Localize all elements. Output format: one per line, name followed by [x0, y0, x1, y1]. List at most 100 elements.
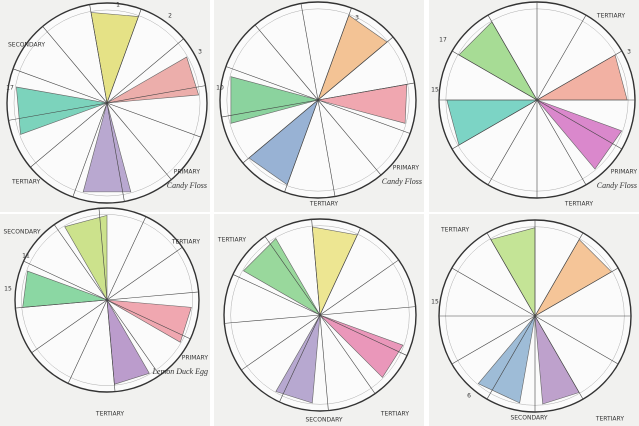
segment-line — [317, 99, 411, 134]
segment-line — [536, 99, 623, 150]
wheel-inner-ring — [13, 9, 201, 197]
segment-line — [319, 314, 376, 394]
segment-line — [106, 299, 191, 340]
segment-line — [30, 102, 108, 168]
segment-line — [319, 227, 361, 316]
segment-line — [106, 8, 142, 104]
segment-line — [311, 219, 321, 316]
segment-line — [15, 299, 108, 309]
wheel-label: TERTIARY — [595, 416, 625, 423]
wheel-label: 17 — [439, 37, 447, 44]
segment-line — [232, 274, 321, 316]
segment-line — [317, 99, 336, 197]
segment-line — [451, 315, 536, 365]
wheel-label: TERTIARY — [380, 411, 410, 418]
segment-line — [106, 291, 199, 301]
segment-line — [72, 102, 108, 198]
wheel-label: SECONDARY — [3, 229, 40, 236]
photo-panel: 11 15 SECONDARY TERTIARY PRIMARY Lemon Duck E… — [0, 207, 210, 426]
wheel-label: TERTIARY — [95, 411, 125, 418]
segment-line — [317, 36, 394, 101]
segment-line — [225, 66, 319, 101]
wheel-label: TERTIARY — [564, 201, 594, 208]
segment-line — [451, 50, 538, 101]
wheel-label: 3 — [198, 49, 202, 56]
segment-line — [23, 260, 108, 301]
segment-line — [534, 232, 584, 317]
segment-line — [451, 99, 538, 150]
wheel-label: Lemon Duck Egg — [151, 367, 208, 376]
segment-line — [317, 82, 415, 101]
segment-line — [8, 102, 108, 121]
wheel-label: 15 — [431, 299, 439, 306]
segment-line — [317, 7, 352, 101]
segment-line — [534, 315, 584, 400]
wheel-label: TERTIARY — [11, 179, 41, 186]
segment-line — [284, 99, 319, 193]
wheel-label: TERTIARY — [309, 201, 339, 208]
wheel-label: Candy Floss — [597, 181, 637, 190]
segment-line — [106, 102, 172, 180]
wheel-label: TERTIARY — [171, 239, 201, 246]
painted-wedge — [477, 314, 536, 404]
wheel-label: 15 — [4, 286, 12, 293]
segment-line — [106, 299, 161, 376]
photo-panel: 1 2 3 17 SECONDARY TERTIARY PRIMARY Candy Floss — [0, 0, 210, 212]
segment-line — [486, 232, 536, 317]
segment-line — [106, 38, 184, 104]
segment-line — [319, 314, 329, 411]
segment-line — [106, 246, 183, 301]
segment-line — [31, 299, 108, 354]
painted-wedge — [106, 56, 200, 104]
segment-line — [106, 299, 116, 392]
segment-line — [12, 68, 108, 104]
photo-panel: 17 3 15 TERTIARY PRIMARY Candy Floss TERTIARY — [429, 0, 639, 212]
segment-line — [106, 102, 202, 138]
wheel-label: 6 — [467, 393, 471, 400]
wheel-label: 10 — [216, 85, 224, 92]
painted-wedge — [243, 238, 321, 316]
segment-line — [279, 314, 321, 403]
wheel-label: 2 — [168, 13, 172, 20]
wheel-label: 17 — [6, 85, 14, 92]
wheel-label: TERTIARY — [440, 227, 470, 234]
segment-line — [254, 24, 319, 101]
segment-line — [106, 216, 147, 301]
wheel-label: PRIMARY — [174, 169, 201, 176]
wheel-inner-ring — [226, 8, 410, 192]
segment-line — [319, 314, 408, 356]
segment-line — [241, 314, 321, 371]
wheel-label: SECONDARY — [305, 417, 342, 424]
wheel-label: PRIMARY — [393, 165, 420, 172]
wheel-label: 1 — [116, 2, 120, 9]
wheel-label: Candy Floss — [382, 177, 422, 186]
segment-line — [486, 315, 536, 400]
segment-line — [534, 267, 619, 317]
segment-line — [67, 299, 108, 384]
segment-line — [487, 14, 538, 101]
segment-line — [319, 259, 399, 316]
segment-line — [106, 102, 125, 202]
wheel-label: SECONDARY — [8, 42, 45, 49]
segment-line — [264, 236, 321, 316]
wheel-label: 11 — [22, 253, 30, 260]
segment-line — [300, 3, 319, 101]
wheel-label: PRIMARY — [182, 355, 209, 362]
photo-panel: TERTIARY 15 6 SECONDARY TERTIARY — [429, 214, 639, 426]
photo-panel: 3 10 TERTIARY PRIMARY Candy Floss — [214, 0, 424, 212]
segment-line — [98, 208, 108, 301]
segment-line — [534, 315, 619, 365]
wheel-label: PRIMARY — [611, 169, 638, 176]
wheel-label: 15 — [431, 87, 439, 94]
wheel-label: SECONDARY — [510, 415, 547, 422]
painted-wedge — [106, 299, 192, 343]
segment-line — [42, 26, 108, 104]
painted-wedge — [275, 314, 321, 404]
segment-line — [451, 267, 536, 317]
wheel-label: 3 — [355, 15, 359, 22]
segment-line — [224, 314, 321, 324]
photo-panel: SECONDARY TERTIARY TERTIARY — [214, 214, 424, 426]
segment-line — [536, 14, 587, 101]
wheel-inner-ring — [21, 214, 193, 386]
